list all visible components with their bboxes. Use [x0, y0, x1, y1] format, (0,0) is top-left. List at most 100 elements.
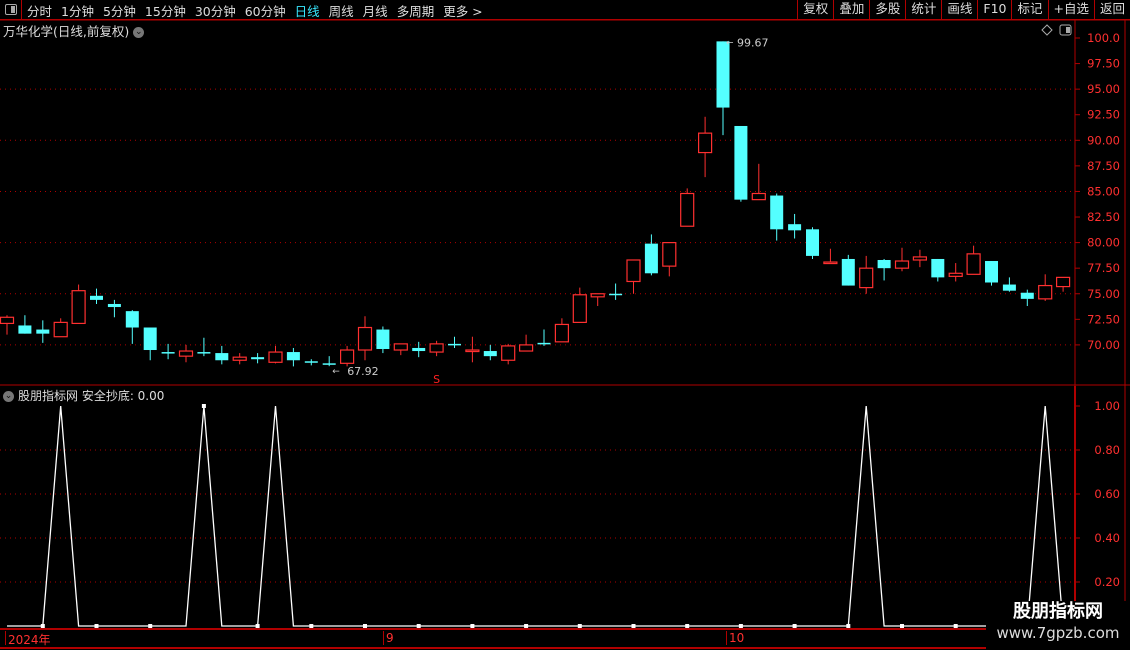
candle: [841, 254, 855, 286]
candle-body: [71, 290, 86, 325]
candle-body: [716, 41, 730, 108]
indicator-point: [631, 624, 636, 628]
candle: [501, 343, 516, 365]
candle-body: [841, 258, 855, 286]
layout-toggle-icon-fill: [1066, 27, 1070, 33]
indicator-point: [309, 624, 314, 628]
indicator-point: [792, 624, 797, 628]
toolbar-button[interactable]: F10: [977, 0, 1011, 19]
candle: [1002, 277, 1016, 292]
candle-body: [985, 261, 998, 283]
toolbar-button[interactable]: +自选: [1047, 0, 1094, 19]
candle-body: [1038, 284, 1053, 300]
candle: [340, 345, 355, 367]
y-tick-label: 75.00: [1087, 287, 1120, 301]
candle-body: [894, 260, 910, 269]
indicator-point: [738, 624, 743, 628]
chevron-down-icon[interactable]: ⌄: [3, 391, 14, 402]
chevron-down-icon[interactable]: ⌄: [133, 27, 145, 38]
candle-body: [357, 326, 373, 351]
candle-body: [251, 357, 265, 360]
panel-toggle-icon[interactable]: [0, 0, 22, 19]
y-tick-label: 70.00: [1087, 338, 1120, 352]
date-label-year: 2024年: [5, 631, 51, 647]
candle: [0, 315, 15, 335]
candle: [36, 320, 50, 343]
y-tick-label: 87.50: [1087, 159, 1120, 173]
candle: [178, 344, 194, 363]
candle: [448, 336, 461, 348]
candle-body: [751, 192, 766, 201]
candle-body: [966, 253, 981, 275]
toolbar-button[interactable]: 复权: [797, 0, 833, 19]
indicator-point: [470, 624, 475, 628]
candle-body: [590, 293, 605, 298]
candle: [251, 353, 265, 364]
y-tick-label: 90.00: [1087, 133, 1120, 147]
y-tick-label: 77.50: [1087, 261, 1120, 275]
indicator-point: [148, 624, 153, 628]
tab-period[interactable]: 周线: [328, 4, 354, 19]
candle: [53, 318, 68, 338]
candle: [537, 329, 551, 346]
candle: [590, 293, 605, 307]
candle-body: [537, 342, 551, 345]
toolbar-button[interactable]: 返回: [1093, 0, 1130, 19]
candle-body: [0, 316, 15, 325]
tab-period[interactable]: 分时: [27, 4, 53, 19]
indicator-chart[interactable]: 1.00 0.80 0.60 0.40 0.20: [0, 386, 1130, 628]
candle-body: [376, 329, 390, 349]
candle: [304, 359, 318, 366]
arrow-left-icon: ←: [726, 38, 734, 48]
candle-body: [448, 343, 461, 346]
toolbar-button[interactable]: 画线: [941, 0, 977, 19]
tab-period[interactable]: 15分钟: [144, 4, 186, 19]
candle-body: [90, 295, 103, 300]
candle-body: [823, 261, 838, 265]
candle: [518, 334, 534, 352]
candle: [823, 248, 838, 265]
toolbar-button[interactable]: 标记: [1011, 0, 1047, 19]
tab-period[interactable]: 多周期: [396, 4, 435, 19]
indicator-point: [94, 624, 99, 628]
candle-body: [53, 321, 68, 338]
candle-body: [770, 195, 784, 230]
tab-period[interactable]: 月线: [362, 4, 388, 19]
candle-body: [232, 356, 247, 361]
indicator-point: [685, 624, 690, 628]
candle-body: [286, 352, 300, 361]
candle-body: [107, 303, 121, 308]
candle: [716, 41, 730, 136]
candle: [1038, 274, 1053, 301]
candle-body: [1020, 292, 1034, 299]
indicator-line: [7, 405, 1064, 627]
y-tick-label: 0.80: [1094, 443, 1120, 457]
diamond-icon: [1041, 24, 1053, 36]
toolbar-button[interactable]: 叠加: [833, 0, 869, 19]
date-label-sep: 9: [383, 631, 394, 645]
candle-body: [572, 294, 587, 323]
candle: [877, 258, 891, 281]
date-label-oct: 10: [726, 631, 744, 645]
candle-body: [948, 272, 963, 277]
candle-body: [859, 267, 874, 289]
tab-period[interactable]: 1分钟: [61, 4, 94, 19]
candle: [197, 337, 211, 357]
candlestick-chart[interactable]: 100.0 97.50 95.00 92.50 90.00 87.50 85.00 82.50…: [0, 20, 1130, 386]
candle-body: [483, 351, 497, 357]
tab-period[interactable]: 60分钟: [244, 4, 286, 19]
candle: [966, 245, 981, 275]
candle: [268, 345, 283, 364]
indicator-point: [846, 624, 851, 628]
tab-period[interactable]: 30分钟: [194, 4, 236, 19]
tab-period[interactable]: 更多 >: [443, 4, 483, 19]
candle: [286, 347, 300, 367]
watermark-url: www.7gpzb.com: [996, 624, 1120, 642]
toolbar-button[interactable]: 多股: [869, 0, 905, 19]
y-tick-label: 95.00: [1087, 82, 1120, 96]
tab-period[interactable]: 日线: [294, 4, 320, 19]
indicator-point: [255, 624, 260, 628]
toolbar-button[interactable]: 统计: [905, 0, 941, 19]
candle-body: [931, 258, 945, 278]
tab-period[interactable]: 5分钟: [102, 4, 136, 19]
